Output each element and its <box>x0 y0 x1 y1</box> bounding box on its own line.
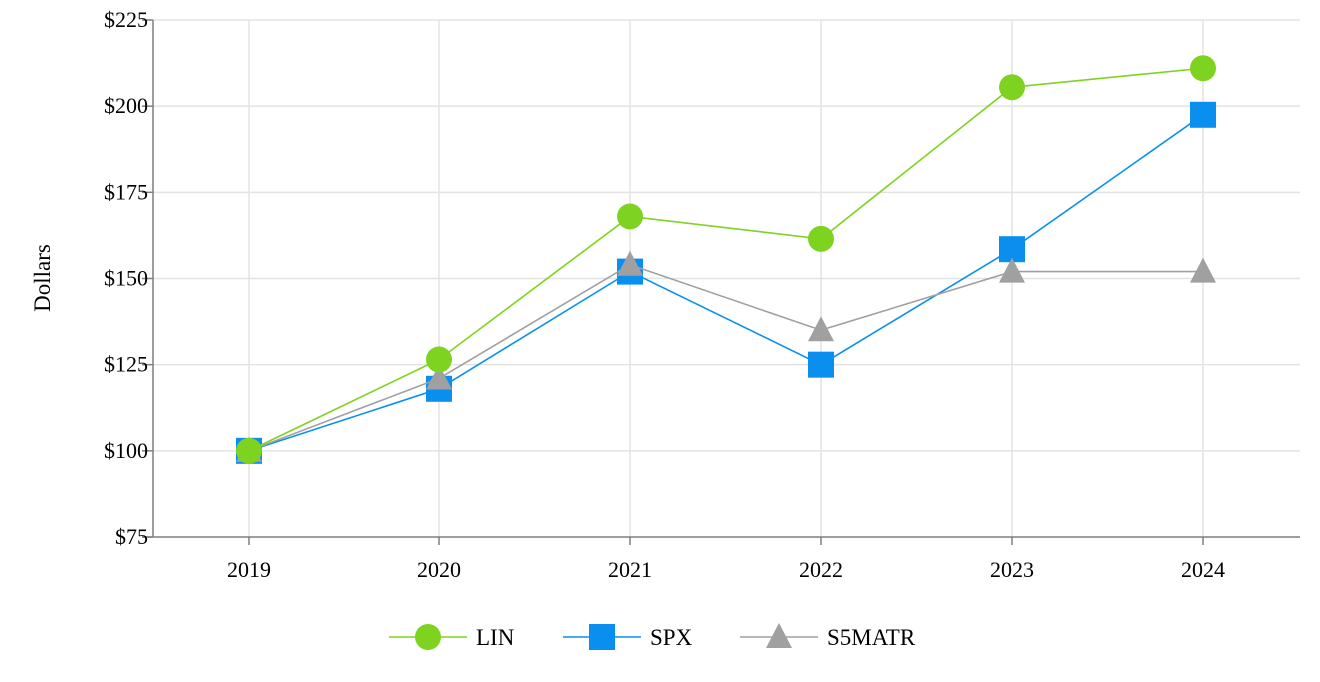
legend-item-spx: SPX <box>563 624 693 650</box>
y-axis-ticks: $75 $100 $125 $150 $175 $200 $225 <box>104 7 153 549</box>
y-tick-label: $125 <box>104 352 148 377</box>
series-line-spx <box>248 114 1204 452</box>
series-line-lin <box>248 67 1204 452</box>
series-s5matr <box>236 250 1216 462</box>
legend-item-s5matr: S5MATR <box>740 623 916 650</box>
data-point-s5matr <box>617 250 643 276</box>
data-point-s5matr <box>808 316 834 342</box>
y-tick-label: $200 <box>104 93 148 118</box>
x-tick-label: 2021 <box>608 557 652 582</box>
y-axis-title: Dollars <box>30 244 55 312</box>
series-spx <box>236 101 1216 464</box>
legend-label-s5matr: S5MATR <box>827 625 916 650</box>
y-tick-label: $225 <box>104 7 148 32</box>
y-tick-label: $150 <box>104 266 148 291</box>
series-line-s5matr <box>248 263 1203 452</box>
data-point-s5matr <box>426 364 452 390</box>
grid <box>153 19 1300 537</box>
series-lin <box>236 55 1216 464</box>
data-point-spx <box>1190 101 1216 128</box>
data-point-s5matr <box>999 257 1025 283</box>
y-tick-label: $75 <box>115 524 148 549</box>
x-tick-label: 2023 <box>990 557 1034 582</box>
data-point-lin <box>808 225 834 252</box>
series-group <box>236 55 1216 464</box>
data-point-s5matr <box>1190 257 1216 283</box>
data-point-lin <box>236 437 262 464</box>
data-point-lin <box>426 346 452 373</box>
x-tick-label: 2020 <box>417 557 461 582</box>
x-tick-label: 2022 <box>799 557 843 582</box>
data-point-spx <box>808 351 834 378</box>
legend-marker-s5matr <box>766 623 792 648</box>
y-tick-label: $175 <box>104 179 148 204</box>
data-point-lin <box>999 74 1025 101</box>
legend-marker-lin <box>415 624 441 650</box>
x-tick-label: 2019 <box>227 557 271 582</box>
x-tick-label: 2024 <box>1181 557 1225 582</box>
legend-item-lin: LIN <box>389 624 515 650</box>
x-axis-ticks: 2019 2020 2021 2022 2023 2024 <box>227 537 1225 582</box>
legend-label-spx: SPX <box>650 625 693 650</box>
data-point-lin <box>1190 55 1216 82</box>
legend: LIN SPX S5MATR <box>389 623 916 650</box>
data-point-lin <box>617 203 643 230</box>
legend-label-lin: LIN <box>476 625 515 650</box>
legend-marker-spx <box>589 624 615 650</box>
y-tick-label: $100 <box>104 438 148 463</box>
